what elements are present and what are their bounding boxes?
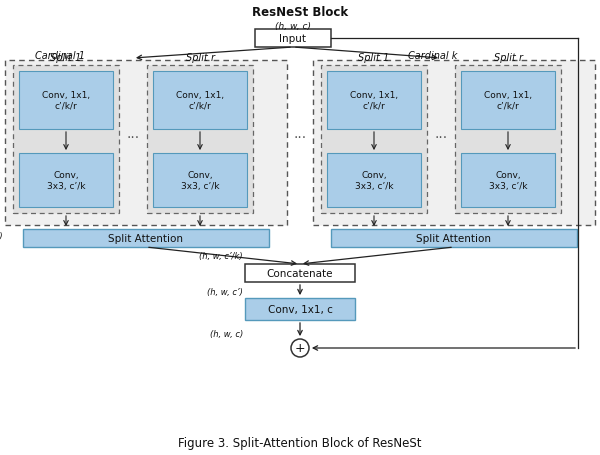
Text: Conv,
3x3, c’/k: Conv, 3x3, c’/k bbox=[489, 171, 527, 190]
Text: Split 1: Split 1 bbox=[50, 53, 82, 63]
Bar bbox=[19, 154, 113, 207]
Text: Input: Input bbox=[280, 34, 307, 44]
Text: Split Attention: Split Attention bbox=[416, 233, 491, 243]
Text: Conv,
3x3, c’/k: Conv, 3x3, c’/k bbox=[181, 171, 219, 190]
Bar bbox=[455, 66, 561, 213]
Bar bbox=[245, 264, 355, 283]
Text: Conv, 1x1,
c’/k/r: Conv, 1x1, c’/k/r bbox=[350, 91, 398, 111]
Text: (h, w, c’/k): (h, w, c’/k) bbox=[199, 252, 243, 261]
Bar bbox=[461, 154, 555, 207]
Text: Cardinal k: Cardinal k bbox=[409, 51, 458, 61]
Text: Conv, 1x1,
c’/k/r: Conv, 1x1, c’/k/r bbox=[484, 91, 532, 111]
Text: Figure 3. Split-Attention Block of ResNeSt: Figure 3. Split-Attention Block of ResNe… bbox=[178, 436, 422, 450]
Bar bbox=[331, 229, 577, 248]
Circle shape bbox=[291, 339, 309, 357]
Text: Split r: Split r bbox=[185, 53, 215, 63]
Text: Conv, 1x1,
c’/k/r: Conv, 1x1, c’/k/r bbox=[42, 91, 90, 111]
Text: Conv, 1x1, c: Conv, 1x1, c bbox=[268, 304, 332, 314]
Bar bbox=[23, 229, 269, 248]
Bar bbox=[245, 298, 355, 320]
Bar bbox=[321, 66, 427, 213]
Bar bbox=[5, 61, 287, 226]
Text: Cardinal 1: Cardinal 1 bbox=[35, 51, 85, 61]
Bar bbox=[461, 72, 555, 130]
Bar bbox=[19, 72, 113, 130]
Text: (h, w, c): (h, w, c) bbox=[210, 330, 243, 339]
Text: (h, w, c’): (h, w, c’) bbox=[207, 288, 243, 297]
Text: ...: ... bbox=[434, 126, 448, 140]
Bar bbox=[153, 72, 247, 130]
Text: (h, w, c): (h, w, c) bbox=[275, 21, 311, 30]
Bar bbox=[147, 66, 253, 213]
Text: ...: ... bbox=[127, 126, 140, 140]
Text: ResNeSt Block: ResNeSt Block bbox=[252, 5, 348, 19]
Text: Split Attention: Split Attention bbox=[109, 233, 184, 243]
Bar bbox=[13, 66, 119, 213]
Text: Conv, 1x1,
c’/k/r: Conv, 1x1, c’/k/r bbox=[176, 91, 224, 111]
Text: +: + bbox=[295, 342, 305, 355]
Bar bbox=[255, 30, 331, 48]
Text: Conv,
3x3, c’/k: Conv, 3x3, c’/k bbox=[47, 171, 85, 190]
Bar bbox=[153, 154, 247, 207]
Bar bbox=[327, 72, 421, 130]
Text: Concatenate: Concatenate bbox=[267, 268, 333, 278]
Bar bbox=[313, 61, 595, 226]
Bar bbox=[327, 154, 421, 207]
Text: ...: ... bbox=[293, 126, 307, 140]
Text: (h, w, c’/k): (h, w, c’/k) bbox=[0, 232, 3, 241]
Text: Split r: Split r bbox=[493, 53, 523, 63]
Text: Split 1: Split 1 bbox=[358, 53, 389, 63]
Text: Conv,
3x3, c’/k: Conv, 3x3, c’/k bbox=[355, 171, 393, 190]
